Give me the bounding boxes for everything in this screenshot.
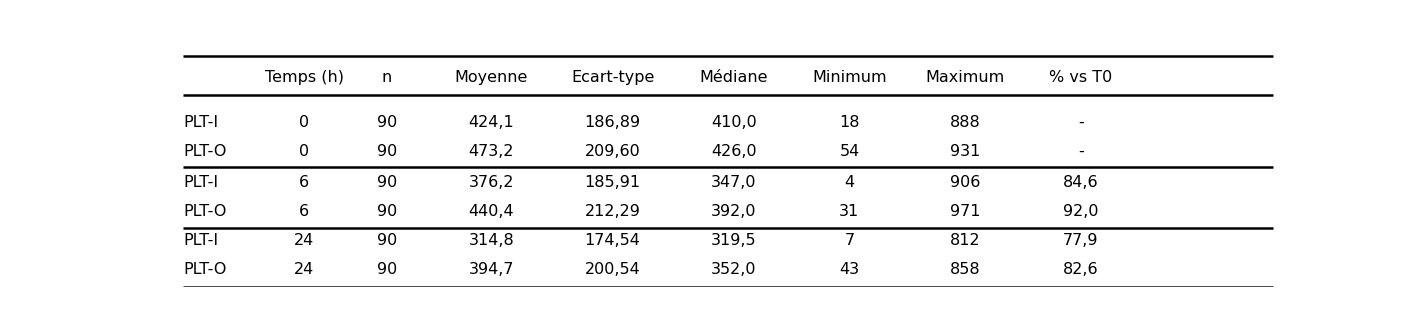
Text: PLT-O: PLT-O (183, 262, 226, 277)
Text: 888: 888 (949, 115, 980, 130)
Text: 0: 0 (300, 115, 310, 130)
Text: 43: 43 (840, 262, 860, 277)
Text: 394,7: 394,7 (469, 262, 514, 277)
Text: 82,6: 82,6 (1063, 262, 1098, 277)
Text: 31: 31 (840, 204, 860, 219)
Text: 18: 18 (840, 115, 860, 130)
Text: PLT-I: PLT-I (183, 233, 219, 248)
Text: 352,0: 352,0 (710, 262, 756, 277)
Text: 931: 931 (949, 144, 980, 159)
Text: 174,54: 174,54 (584, 233, 641, 248)
Text: 6: 6 (300, 204, 310, 219)
Text: 410,0: 410,0 (710, 115, 756, 130)
Text: 347,0: 347,0 (710, 175, 756, 190)
Text: 0: 0 (300, 144, 310, 159)
Text: 90: 90 (377, 262, 396, 277)
Text: 424,1: 424,1 (469, 115, 514, 130)
Text: 858: 858 (949, 262, 980, 277)
Text: PLT-O: PLT-O (183, 204, 226, 219)
Text: 971: 971 (949, 204, 980, 219)
Text: PLT-I: PLT-I (183, 175, 219, 190)
Text: 209,60: 209,60 (585, 144, 641, 159)
Text: 4: 4 (844, 175, 854, 190)
Text: 90: 90 (377, 204, 396, 219)
Text: 90: 90 (377, 175, 396, 190)
Text: n: n (382, 70, 392, 85)
Text: 440,4: 440,4 (469, 204, 514, 219)
Text: 319,5: 319,5 (710, 233, 756, 248)
Text: PLT-O: PLT-O (183, 144, 226, 159)
Text: -: - (1077, 144, 1084, 159)
Text: Ecart-type: Ecart-type (571, 70, 654, 85)
Text: 7: 7 (844, 233, 854, 248)
Text: 314,8: 314,8 (469, 233, 514, 248)
Text: 426,0: 426,0 (710, 144, 756, 159)
Text: 185,91: 185,91 (584, 175, 641, 190)
Text: 90: 90 (377, 233, 396, 248)
Text: 77,9: 77,9 (1063, 233, 1098, 248)
Text: Médiane: Médiane (699, 70, 767, 85)
Text: 90: 90 (377, 115, 396, 130)
Text: PLT-I: PLT-I (183, 115, 219, 130)
Text: 24: 24 (294, 233, 314, 248)
Text: 376,2: 376,2 (469, 175, 514, 190)
Text: 90: 90 (377, 144, 396, 159)
Text: 84,6: 84,6 (1063, 175, 1098, 190)
Text: % vs T0: % vs T0 (1049, 70, 1113, 85)
Text: 186,89: 186,89 (584, 115, 641, 130)
Text: 6: 6 (300, 175, 310, 190)
Text: 392,0: 392,0 (710, 204, 756, 219)
Text: Maximum: Maximum (925, 70, 1005, 85)
Text: 212,29: 212,29 (584, 204, 641, 219)
Text: 54: 54 (840, 144, 860, 159)
Text: 906: 906 (949, 175, 980, 190)
Text: 92,0: 92,0 (1063, 204, 1098, 219)
Text: -: - (1077, 115, 1084, 130)
Text: 24: 24 (294, 262, 314, 277)
Text: 473,2: 473,2 (469, 144, 514, 159)
Text: 812: 812 (949, 233, 980, 248)
Text: Minimum: Minimum (811, 70, 887, 85)
Text: 200,54: 200,54 (585, 262, 641, 277)
Text: Moyenne: Moyenne (455, 70, 529, 85)
Text: Temps (h): Temps (h) (264, 70, 344, 85)
